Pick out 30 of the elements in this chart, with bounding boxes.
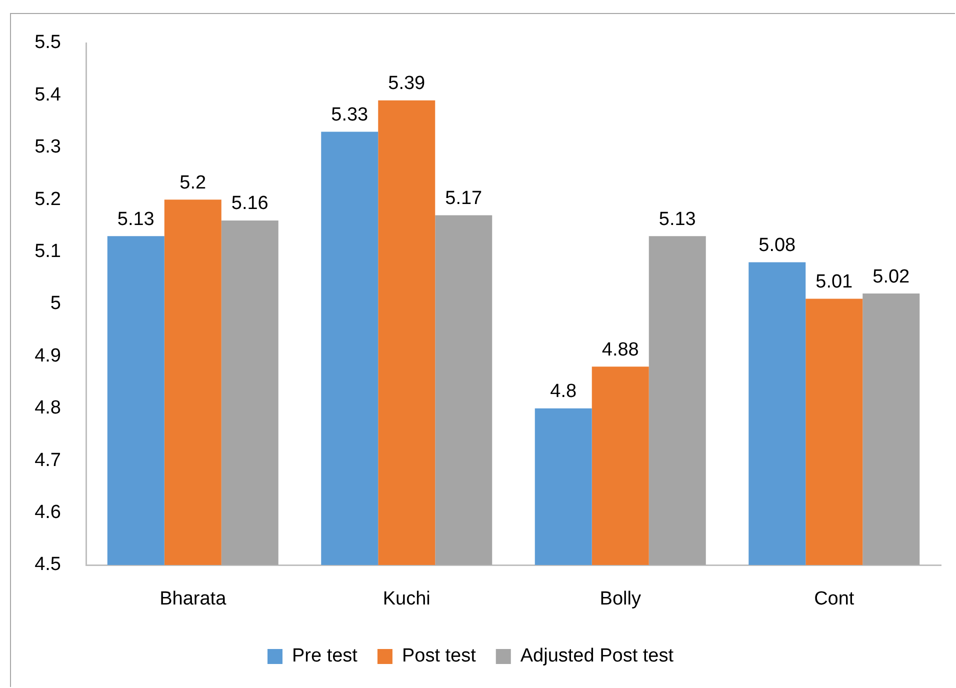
data-label: 5.13 [658, 208, 696, 230]
x-tick-label: Bolly [600, 588, 642, 610]
legend-label: Post test [402, 646, 477, 667]
data-label: 5.33 [331, 104, 368, 126]
y-tick-label: 5.4 [34, 84, 62, 106]
y-tick-label: 5 [50, 293, 61, 314]
y-tick-label: 4.8 [34, 398, 61, 419]
y-tick-label: 4.5 [34, 554, 61, 576]
y-tick-label: 4.6 [34, 502, 61, 524]
data-label: 5.02 [872, 266, 910, 288]
data-label: 4.8 [550, 381, 577, 402]
data-label: 5.08 [758, 234, 796, 256]
data-label: 5.01 [816, 272, 853, 293]
legend-label: Adjusted Post test [520, 646, 674, 667]
y-tick-label: 5.5 [34, 32, 61, 54]
data-label: 5.2 [180, 172, 206, 194]
x-tick-label: Bharata [160, 588, 227, 610]
legend-label: Pre test [292, 646, 358, 667]
x-tick-label: Kuchi [382, 588, 430, 610]
y-tick-label: 5.3 [34, 136, 61, 158]
data-label: 5.16 [231, 193, 268, 214]
data-label: 5.39 [388, 73, 426, 94]
y-tick-label: 4.9 [34, 345, 61, 366]
y-tick-label: 5.1 [34, 241, 61, 262]
data-label: 4.88 [602, 339, 639, 360]
data-label: 5.13 [117, 208, 154, 230]
x-tick-label: Cont [814, 588, 855, 610]
y-tick-label: 4.7 [34, 450, 61, 471]
y-tick-label: 5.2 [34, 188, 61, 210]
data-label: 5.17 [445, 188, 482, 209]
